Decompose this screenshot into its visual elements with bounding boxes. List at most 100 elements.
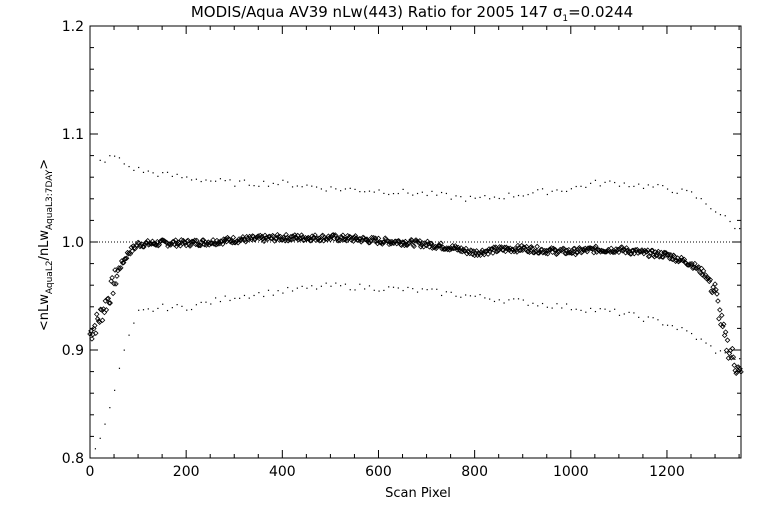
mean-point — [564, 247, 570, 254]
upper-point — [195, 178, 197, 180]
mean-point — [713, 287, 719, 293]
upper-point — [138, 166, 140, 169]
mean-point — [358, 239, 364, 245]
mean-point — [482, 248, 488, 255]
mean-point — [380, 239, 387, 245]
mean-point — [121, 256, 128, 262]
upper-point — [623, 182, 625, 184]
upper-point — [426, 194, 428, 197]
lower-point — [609, 310, 611, 312]
upper-point — [532, 192, 534, 194]
lower-point — [359, 283, 361, 285]
upper-point — [373, 191, 375, 193]
lower-point — [715, 352, 717, 354]
mean-point — [118, 265, 124, 271]
upper-point — [248, 184, 250, 186]
upper-point — [594, 179, 597, 181]
upper-point — [503, 198, 505, 200]
mean-point — [120, 259, 127, 266]
upper-point — [200, 180, 202, 183]
mean-point — [730, 354, 737, 360]
mean-point — [427, 240, 434, 247]
upper-point — [282, 179, 284, 181]
upper-point — [99, 159, 101, 161]
mean-point — [424, 238, 431, 245]
mean-point — [706, 278, 713, 285]
lower-point — [215, 297, 217, 299]
x-axis-label: Scan Pixel — [385, 486, 451, 501]
mean-point — [448, 246, 455, 252]
lower-point — [330, 285, 332, 287]
upper-point — [190, 179, 193, 181]
upper-point — [388, 193, 390, 196]
upper-point — [368, 190, 371, 192]
mean-point — [707, 277, 713, 283]
mean-point — [456, 246, 463, 253]
upper-point — [104, 161, 106, 163]
mean-point — [438, 240, 444, 246]
mean-point — [273, 235, 280, 241]
upper-point — [431, 190, 433, 192]
lower-point — [522, 299, 524, 301]
lower-point — [152, 310, 154, 312]
lower-point — [128, 334, 130, 336]
data-series-group — [87, 155, 744, 450]
upper-point — [412, 194, 414, 196]
mean-point — [193, 241, 199, 248]
upper-point — [234, 185, 236, 187]
mean-point — [538, 246, 544, 253]
mean-point — [635, 250, 641, 256]
mean-point — [355, 237, 362, 243]
upper-point — [450, 198, 452, 200]
mean-point — [526, 249, 533, 256]
upper-point — [493, 196, 496, 198]
mean-point — [660, 254, 666, 260]
upper-point — [272, 182, 274, 184]
lower-point — [551, 307, 553, 309]
mean-point — [551, 247, 558, 253]
mean-point — [228, 238, 235, 244]
upper-point — [392, 192, 395, 195]
lower-point — [628, 311, 630, 314]
lower-point — [378, 290, 380, 292]
upper-point — [517, 194, 520, 197]
mean-point — [109, 274, 115, 281]
mean-point — [715, 298, 721, 304]
lower-point — [335, 282, 337, 284]
upper-point — [604, 181, 606, 183]
upper-point — [267, 185, 270, 187]
upper-point — [590, 182, 592, 184]
lower-point — [392, 286, 395, 288]
mean-point — [260, 236, 266, 242]
mean-point — [106, 300, 112, 306]
lower-point — [700, 338, 702, 340]
lower-point — [671, 325, 673, 327]
mean-point — [717, 307, 723, 313]
upper-point — [618, 185, 621, 187]
upper-point — [580, 185, 582, 187]
upper-point — [551, 190, 553, 192]
series-upper — [99, 155, 741, 230]
lower-point — [537, 305, 539, 307]
mean-point — [649, 247, 656, 254]
y-axis-label: <nLwAquaL2/nLwAquaL3:7DAY> — [37, 159, 55, 331]
mean-point — [490, 250, 496, 256]
lower-point — [301, 285, 303, 287]
mean-point — [426, 244, 433, 250]
lower-point — [320, 285, 322, 287]
lower-point — [729, 358, 731, 360]
upper-point — [118, 157, 121, 159]
mean-point — [714, 291, 720, 297]
lower-point — [594, 310, 597, 313]
mean-point — [411, 243, 417, 250]
lower-point — [503, 302, 505, 304]
lower-point — [138, 309, 140, 311]
lower-point — [277, 290, 279, 292]
mean-point — [367, 239, 373, 246]
mean-point — [581, 247, 588, 253]
upper-point — [123, 163, 125, 165]
lower-point — [676, 328, 678, 331]
lower-point — [474, 295, 476, 297]
upper-point — [263, 180, 265, 182]
lower-point — [407, 286, 409, 289]
